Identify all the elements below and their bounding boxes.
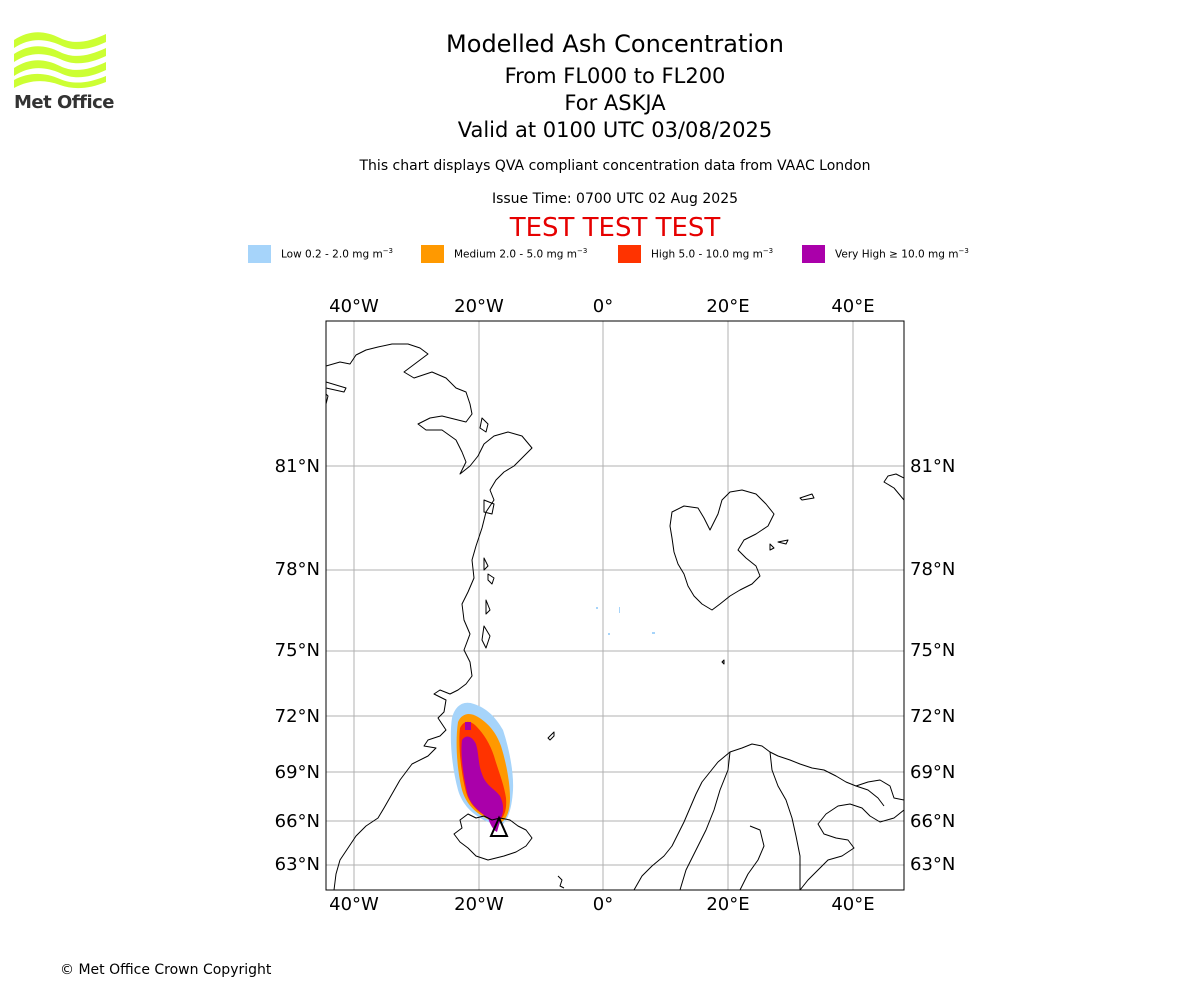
east-greenland-islet-5 — [485, 599, 491, 615]
legend-low: Low 0.2 - 2.0 mg m−3 — [248, 244, 393, 264]
met-office-logo: Met Office — [14, 30, 115, 113]
ash-low-speck-2 — [619, 607, 620, 613]
iceland-coast — [453, 813, 533, 861]
valid-time: Valid at 0100 UTC 03/08/2025 — [457, 118, 773, 142]
top-tick-20e: 20°E — [706, 296, 749, 317]
franz-josef-coast — [883, 473, 904, 501]
jan-mayen — [547, 731, 555, 741]
chart-title: Modelled Ash Concentration — [446, 30, 784, 58]
bottom-longitude-ticks: 40°W 20°W 0° 20°E 40°E — [329, 894, 874, 915]
greenland-coast — [326, 343, 533, 890]
kola-peninsula — [855, 785, 885, 807]
gridlines — [326, 321, 904, 890]
test-banner: TEST TEST TEST — [509, 213, 721, 243]
right-tick-66n: 66°N — [910, 811, 955, 832]
left-tick-69n: 69°N — [275, 762, 320, 783]
left-tick-66n: 66°N — [275, 811, 320, 832]
scandinavia-coast — [633, 743, 904, 890]
legend-label-very-high: Very High ≥ 10.0 mg m−3 — [835, 247, 969, 261]
faroes — [557, 875, 565, 889]
coastlines — [326, 343, 904, 890]
svalbard-islet-2 — [799, 493, 815, 501]
east-greenland-islet-3 — [483, 557, 489, 571]
left-tick-78n: 78°N — [275, 559, 320, 580]
left-tick-81n: 81°N — [275, 456, 320, 477]
east-greenland-islet-6 — [481, 625, 491, 649]
legend-label-high: High 5.0 - 10.0 mg m−3 — [651, 247, 774, 261]
greenland-inlet — [326, 381, 347, 393]
east-greenland-islet-4 — [487, 573, 495, 585]
legend-high: High 5.0 - 10.0 mg m−3 — [618, 244, 773, 264]
ash-very-high-patch — [465, 722, 471, 730]
legend-label-medium: Medium 2.0 - 5.0 mg m−3 — [454, 247, 588, 261]
left-tick-75n: 75°N — [275, 640, 320, 661]
ash-plume — [450, 607, 655, 832]
legend-label-low: Low 0.2 - 2.0 mg m−3 — [281, 247, 394, 261]
legend-medium: Medium 2.0 - 5.0 mg m−3 — [421, 244, 587, 264]
legend-swatch-medium — [421, 245, 444, 263]
bottom-tick-40e: 40°E — [831, 894, 874, 915]
top-tick-0: 0° — [593, 296, 613, 317]
copyright-notice: © Met Office Crown Copyright — [60, 962, 272, 978]
right-tick-69n: 69°N — [910, 762, 955, 783]
top-tick-40w: 40°W — [329, 296, 379, 317]
ash-very-high — [461, 736, 504, 832]
logo-text: Met Office — [14, 92, 115, 113]
legend-swatch-low — [248, 245, 271, 263]
legend-swatch-very-high — [802, 245, 825, 263]
map-background — [326, 321, 904, 890]
left-tick-72n: 72°N — [275, 706, 320, 727]
norway-sweden-border — [679, 751, 731, 890]
issue-time: Issue Time: 0700 UTC 02 Aug 2025 — [491, 191, 739, 207]
right-tick-75n: 75°N — [910, 640, 955, 661]
svalbard-islet-1 — [777, 539, 789, 545]
ash-low-speck-3 — [608, 633, 610, 635]
flight-levels: From FL000 to FL200 — [504, 64, 726, 88]
bottom-tick-20w: 20°W — [454, 894, 504, 915]
right-tick-72n: 72°N — [910, 706, 955, 727]
svalbard-islet-3 — [769, 543, 775, 551]
legend-very-high: Very High ≥ 10.0 mg m−3 — [802, 244, 969, 264]
ash-low-speck-4 — [652, 632, 655, 634]
right-tick-81n: 81°N — [910, 456, 955, 477]
legend-swatch-high — [618, 245, 641, 263]
east-greenland-islet-2 — [483, 499, 495, 515]
left-latitude-ticks: 81°N 78°N 75°N 72°N 69°N 66°N 63°N — [275, 456, 320, 875]
map-frame — [325, 320, 905, 891]
bottom-tick-0: 0° — [593, 894, 613, 915]
east-greenland-islet-1 — [479, 417, 489, 433]
finland-border — [769, 751, 801, 890]
right-tick-78n: 78°N — [910, 559, 955, 580]
sweden-finland-gulf — [739, 825, 765, 890]
top-tick-20w: 20°W — [454, 296, 504, 317]
chart-description: This chart displays QVA compliant concen… — [359, 158, 871, 174]
top-tick-40e: 40°E — [831, 296, 874, 317]
ash-low-speck-1 — [596, 607, 598, 609]
right-tick-63n: 63°N — [910, 854, 955, 875]
left-tick-63n: 63°N — [275, 854, 320, 875]
bottom-tick-20e: 20°E — [706, 894, 749, 915]
svalbard-coast — [669, 489, 775, 611]
bottom-tick-40w: 40°W — [329, 894, 379, 915]
bjornoya — [721, 659, 725, 665]
right-latitude-ticks: 81°N 78°N 75°N 72°N 69°N 66°N 63°N — [910, 456, 955, 875]
volcano-name: For ASKJA — [564, 91, 666, 115]
met-office-wave-logo-icon — [14, 32, 106, 89]
top-longitude-ticks: 40°W 20°W 0° 20°E 40°E — [329, 296, 874, 317]
volcano-marker-icon — [489, 815, 509, 837]
